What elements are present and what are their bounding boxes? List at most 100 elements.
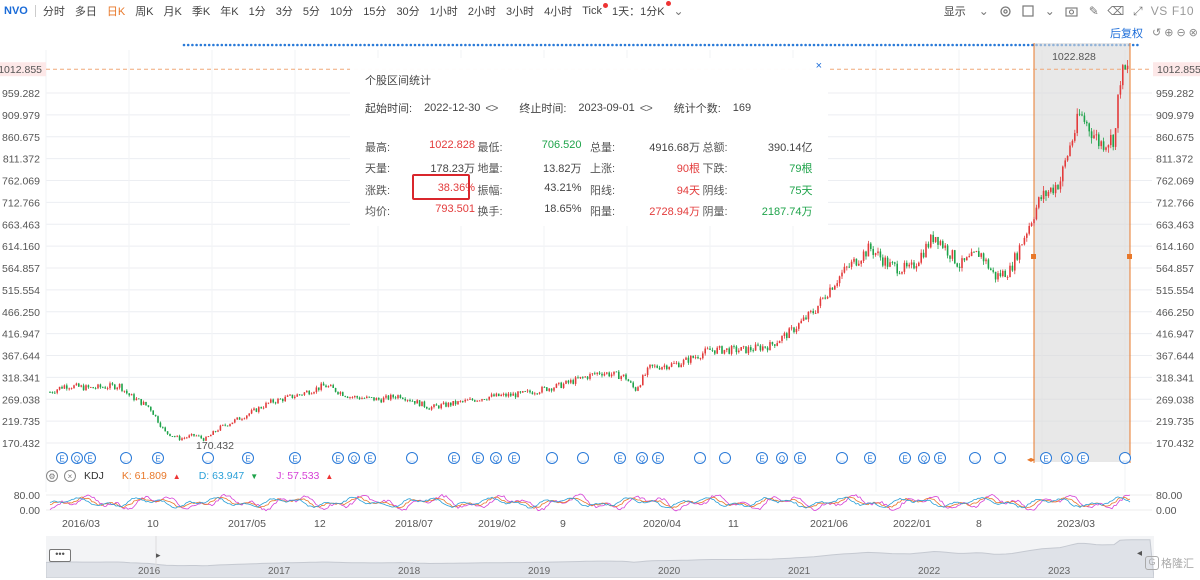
zoom-in-icon[interactable]: ⊕ <box>1164 27 1174 39</box>
indicator-name[interactable]: KDJ <box>84 470 104 482</box>
zoom-out-icon[interactable]: ⊖ <box>1176 27 1186 39</box>
candle-body <box>730 345 733 354</box>
candle-body <box>807 311 810 320</box>
price-axis-right-label: 416.947 <box>1156 329 1194 341</box>
candle-body <box>219 425 222 431</box>
candle-body <box>1002 270 1004 277</box>
stats-cell: 地量: 13.82万 <box>478 160 591 176</box>
candle-body <box>166 431 169 434</box>
event-dot <box>816 43 820 47</box>
eraser-icon[interactable]: ⌫ <box>1107 4 1125 18</box>
low-price-label: 170.432 <box>196 440 234 452</box>
chevron-down-icon[interactable]: ⌄ <box>673 4 684 18</box>
candle-body <box>200 435 202 439</box>
period-tab[interactable]: 1小时 <box>429 6 458 18</box>
period-tab[interactable]: 1分 <box>248 6 266 18</box>
stats-value: 390.14亿 <box>767 141 813 154</box>
period-tab[interactable]: 月K <box>163 6 182 18</box>
candle-body <box>370 397 373 399</box>
event-dot <box>879 43 883 47</box>
event-marker-icon <box>636 452 648 464</box>
period-toolbar: NVO 分时 多日 日K 周K 月K 季K 年K 1分 3分 5分 10分 15分 30分 1小时 2小时 3… <box>0 0 1200 22</box>
close-icon[interactable]: × <box>64 470 76 482</box>
price-axis-right-label: 811.372 <box>1156 154 1193 166</box>
period-tab[interactable]: 15分 <box>363 6 387 18</box>
event-dot <box>686 43 690 47</box>
close-icon[interactable]: × <box>815 60 822 72</box>
event-marker-icon <box>120 452 132 464</box>
event-dot <box>774 43 778 47</box>
undo-icon[interactable]: ↺ <box>1152 27 1162 39</box>
candle-body <box>783 333 786 336</box>
gear-icon[interactable] <box>997 2 1015 20</box>
symbol-label[interactable]: NVO <box>4 5 28 17</box>
period-tab[interactable]: 年K <box>220 6 239 18</box>
period-tab[interactable]: 多日 <box>74 6 97 18</box>
candle-body <box>438 405 440 409</box>
candle-body <box>570 380 572 383</box>
candle-body <box>152 410 154 415</box>
candle-body <box>224 424 226 426</box>
navigator-right-handle[interactable]: ◂ <box>1136 548 1142 559</box>
camera-icon[interactable] <box>1063 2 1081 20</box>
candlestick-chart[interactable]: 959.282 959.282 909.979 909.979 860.675 860.6… <box>0 22 1200 518</box>
navigator-handle[interactable]: ••• <box>49 549 71 562</box>
event-dot <box>506 43 509 47</box>
event-dot <box>224 43 228 47</box>
price-axis-left-label: 762.069 <box>2 176 40 188</box>
period-tabs: 分时 多日 日K 周K 月K 季K 年K 1分 3分 5分 10分 15分 30分 1小时 2小时 3小时 4小… <box>38 1 671 19</box>
chevron-down-icon[interactable]: ⌄ <box>1044 4 1055 18</box>
display-dropdown[interactable]: 显示 <box>943 6 966 18</box>
candle-body <box>675 362 678 364</box>
period-tab[interactable]: 周K <box>135 6 154 18</box>
candle-body <box>102 387 104 389</box>
period-tab[interactable]: 1天：1分K <box>607 1 671 19</box>
settings-icon[interactable]: ⚙ <box>46 470 58 482</box>
period-tab[interactable]: 30分 <box>396 6 420 18</box>
stats-value: 94天 <box>676 184 700 197</box>
time-tick-label: 2019/02 <box>478 518 516 530</box>
stats-cell: 最低: 706.520 <box>478 139 591 155</box>
period-tab[interactable]: 季K <box>191 6 211 18</box>
period-tab[interactable]: 5分 <box>302 6 320 18</box>
chevron-down-icon[interactable]: ⌄ <box>978 4 989 18</box>
price-axis-right-label: 269.038 <box>1156 394 1194 406</box>
period-tab[interactable]: 2小时 <box>467 6 496 18</box>
close-icon[interactable]: ⊗ <box>1188 27 1198 39</box>
kdj-axis-label: 80.00 <box>14 490 40 502</box>
fullscreen-icon[interactable]: ⤢ <box>1132 3 1143 18</box>
start-time-arrows[interactable]: <> <box>485 101 498 115</box>
event-dot <box>938 43 942 47</box>
f10-button[interactable]: F10 <box>1171 4 1194 18</box>
stats-value: 178.23万 <box>430 163 475 176</box>
candle-body <box>142 401 145 405</box>
adjust-mode-button[interactable]: 后复权 <box>1110 28 1143 40</box>
event-marker-label: ... <box>409 457 415 464</box>
navigator-left-handle[interactable]: ▸ <box>156 550 161 560</box>
candle-body <box>147 405 150 407</box>
candle-body <box>457 401 459 405</box>
period-tab[interactable]: 3小时 <box>505 6 535 18</box>
candle-body <box>445 402 447 407</box>
period-tab[interactable]: 分时 <box>42 6 65 18</box>
period-tab[interactable]: 4小时 <box>544 6 573 18</box>
vs-button[interactable]: VS <box>1150 4 1168 18</box>
period-tab[interactable]: 日K <box>106 6 126 18</box>
period-tab[interactable]: Tick <box>577 3 608 17</box>
event-dot <box>703 43 707 47</box>
pencil-icon[interactable]: ✎ <box>1088 4 1099 18</box>
price-axis-right-label: 318.341 <box>1156 372 1194 384</box>
candle-body <box>690 355 692 363</box>
event-dot <box>1005 43 1009 47</box>
candle-body <box>838 276 841 284</box>
square-icon[interactable] <box>1019 2 1037 20</box>
period-tab[interactable]: 3分 <box>275 6 293 18</box>
candle-body <box>178 435 181 441</box>
candle-body <box>812 311 814 314</box>
period-tab[interactable]: 10分 <box>329 6 354 18</box>
stats-key: 阳量: <box>590 206 616 219</box>
time-tick-label: 12 <box>314 518 326 530</box>
candle-body <box>586 376 589 379</box>
end-time-arrows[interactable]: <> <box>639 101 653 115</box>
range-navigator[interactable]: ••• 2016 2017 2018 2019 2020 2021 2022 2023 ◂ ▸ <box>46 536 1154 578</box>
